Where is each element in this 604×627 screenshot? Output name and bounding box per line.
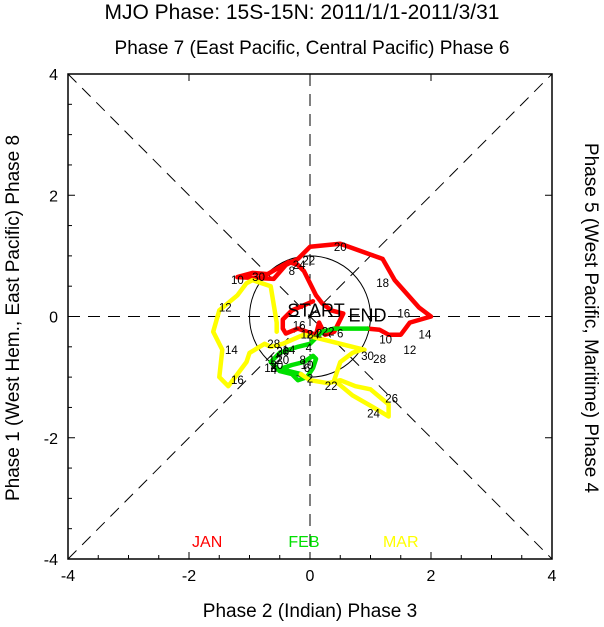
x-tick-label: -2 (182, 568, 196, 585)
day-label: 20 (334, 242, 347, 254)
day-label: 16 (231, 375, 244, 387)
day-label: 8 (300, 355, 306, 367)
day-label: 2 (316, 328, 322, 340)
day-label: 20 (276, 355, 289, 367)
left-phase-label: Phase 1 (West Hem., East Pacific) Phase … (3, 135, 24, 501)
day-label: 22 (302, 256, 315, 268)
day-label: 18 (301, 330, 314, 342)
chart-title: MJO Phase: 15S-15N: 2011/1/1-2011/3/31 (105, 1, 500, 24)
series-layer (210, 241, 434, 419)
day-label: 18 (376, 278, 389, 290)
day-label: 14 (225, 345, 238, 357)
day-label: 24 (367, 409, 380, 421)
day-label: 10 (301, 360, 314, 372)
series-line-mar (210, 277, 391, 419)
top-phase-label: Phase 7 (East Pacific, Central Pacific) … (115, 38, 510, 59)
day-label: 2 (307, 373, 313, 385)
day-label: 22 (325, 381, 338, 393)
day-label: 6 (304, 363, 310, 375)
day-label: 26 (385, 393, 398, 405)
legend-item-mar: MAR (383, 534, 419, 551)
day-label: 10 (231, 275, 244, 287)
day-label: 12 (219, 302, 232, 314)
right-phase-label: Phase 5 (West Pacific, Maritime) Phase 4 (580, 143, 601, 494)
day-label: 22 (322, 327, 335, 339)
day-label: 12 (269, 355, 282, 367)
y-tick-label: 2 (49, 188, 58, 205)
day-label: 30 (252, 272, 265, 284)
day-label: 26 (276, 347, 289, 359)
day-label: 12 (403, 345, 416, 357)
day-label: 8 (289, 266, 295, 278)
end-marker-label: END (348, 305, 386, 325)
y-tick-label: -2 (44, 431, 58, 448)
series-line-jan (235, 241, 434, 337)
day-label: 4 (270, 365, 277, 377)
day-label: 24 (293, 260, 306, 272)
day-label: 28 (373, 354, 386, 366)
day-label: 6 (337, 328, 343, 340)
x-tick-label: 2 (427, 568, 436, 585)
legend-item-jan: JAN (192, 534, 222, 551)
x-tick-label: 0 (306, 568, 315, 585)
day-label: 30 (276, 347, 289, 359)
y-tick-label: 0 (49, 310, 58, 327)
day-label: 14 (282, 345, 295, 357)
unit-circle (249, 255, 371, 378)
x-tick-label: -4 (61, 568, 75, 585)
legend: JAN FEB MAR (192, 534, 418, 551)
y-tick-label: -4 (44, 552, 58, 569)
x-axis-label: Phase 2 (Indian) Phase 3 (203, 601, 417, 622)
start-marker-label: START (287, 301, 344, 321)
x-tick-label: 4 (548, 568, 557, 585)
day-label: 4 (306, 343, 313, 355)
day-label: 16 (293, 321, 306, 333)
y-tick-label: 4 (49, 67, 58, 84)
day-label: 20 (270, 360, 283, 372)
day-label: 10 (379, 335, 392, 347)
day-label: 16 (397, 308, 410, 320)
day-label: 14 (419, 330, 432, 342)
day-label: 28 (267, 339, 280, 351)
day-label: 18 (264, 363, 277, 375)
legend-item-feb: FEB (288, 534, 319, 551)
day-label: 24 (307, 330, 320, 342)
day-label: 30 (361, 351, 374, 363)
series-line-feb (268, 326, 370, 383)
